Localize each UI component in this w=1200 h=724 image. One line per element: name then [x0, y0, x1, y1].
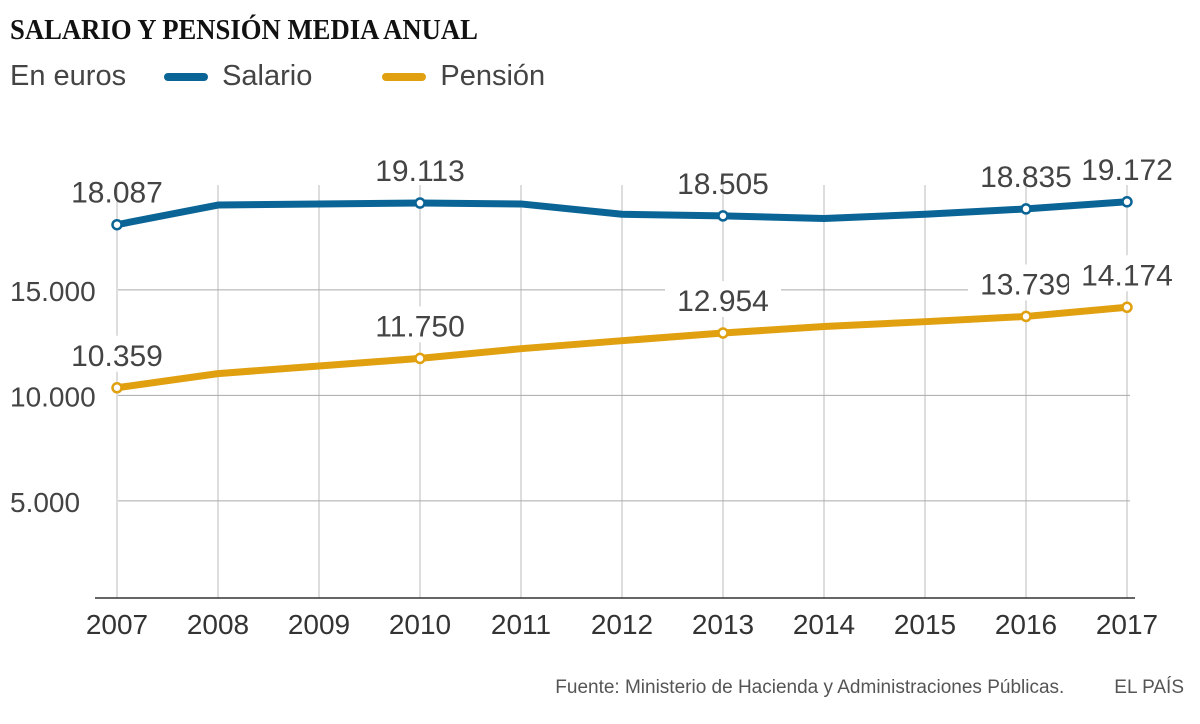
- legend-label-pension: Pensión: [440, 60, 546, 92]
- data-point: [111, 218, 123, 231]
- x-tick-label: 2010: [389, 609, 451, 640]
- data-label: 14.174: [1081, 259, 1173, 292]
- legend-item-pension: Pensión: [382, 60, 545, 93]
- data-point: [717, 210, 729, 222]
- x-tick-label: 2015: [894, 609, 956, 640]
- x-tick-label: 2017: [1096, 609, 1158, 640]
- source-text: Fuente: Ministerio de Hacienda y Adminis…: [555, 677, 1065, 698]
- data-label: 11.750: [375, 310, 465, 343]
- data-label-background: [665, 281, 781, 318]
- legend-swatch-pension: [382, 72, 427, 81]
- data-label-background: [59, 335, 175, 372]
- data-point: [1121, 301, 1133, 314]
- data-point: [414, 352, 426, 365]
- data-label: 19.113: [375, 155, 465, 188]
- x-tick-label: 2013: [692, 609, 754, 640]
- data-point: [1020, 203, 1032, 215]
- legend: En euros Salario Pensión: [10, 60, 615, 93]
- x-tick-label: 2007: [86, 609, 148, 640]
- source-note: Fuente: Ministerio de Hacienda y Adminis…: [555, 677, 1184, 699]
- data-label-background: [1069, 255, 1185, 292]
- data-label: 18.087: [71, 177, 163, 210]
- x-tick-label: 2012: [591, 609, 653, 640]
- legend-item-salario: Salario: [164, 60, 312, 93]
- data-label-background: [362, 306, 478, 343]
- unit-label: En euros: [10, 60, 127, 92]
- data-point: [414, 197, 426, 209]
- data-label: 13.739: [980, 268, 1072, 301]
- x-tick-label: 2011: [491, 609, 551, 640]
- x-tick-label: 2009: [288, 609, 350, 640]
- data-point: [1121, 196, 1133, 208]
- y-tick-label: 5.000: [10, 487, 80, 518]
- legend-swatch-salario: [164, 72, 209, 81]
- data-point: [717, 327, 729, 339]
- y-tick-label: 10.000: [10, 381, 96, 412]
- chart-title: SALARIO Y PENSIÓN MEDIA ANUAL: [10, 14, 478, 46]
- data-point: [111, 382, 123, 394]
- data-label: 19.172: [1081, 154, 1173, 187]
- legend-label-salario: Salario: [222, 60, 313, 92]
- data-label-background: [968, 264, 1084, 301]
- x-tick-label: 2014: [793, 609, 855, 640]
- data-label: 18.835: [980, 161, 1072, 194]
- data-label: 10.359: [71, 340, 163, 373]
- data-label: 18.505: [677, 168, 769, 201]
- brand-logo: EL PAÍS: [1114, 677, 1184, 698]
- x-tick-label: 2016: [995, 609, 1057, 640]
- data-point: [1020, 310, 1032, 323]
- x-tick-label: 2008: [187, 609, 249, 640]
- y-tick-label: 15.000: [10, 276, 96, 307]
- data-label: 12.954: [677, 285, 769, 318]
